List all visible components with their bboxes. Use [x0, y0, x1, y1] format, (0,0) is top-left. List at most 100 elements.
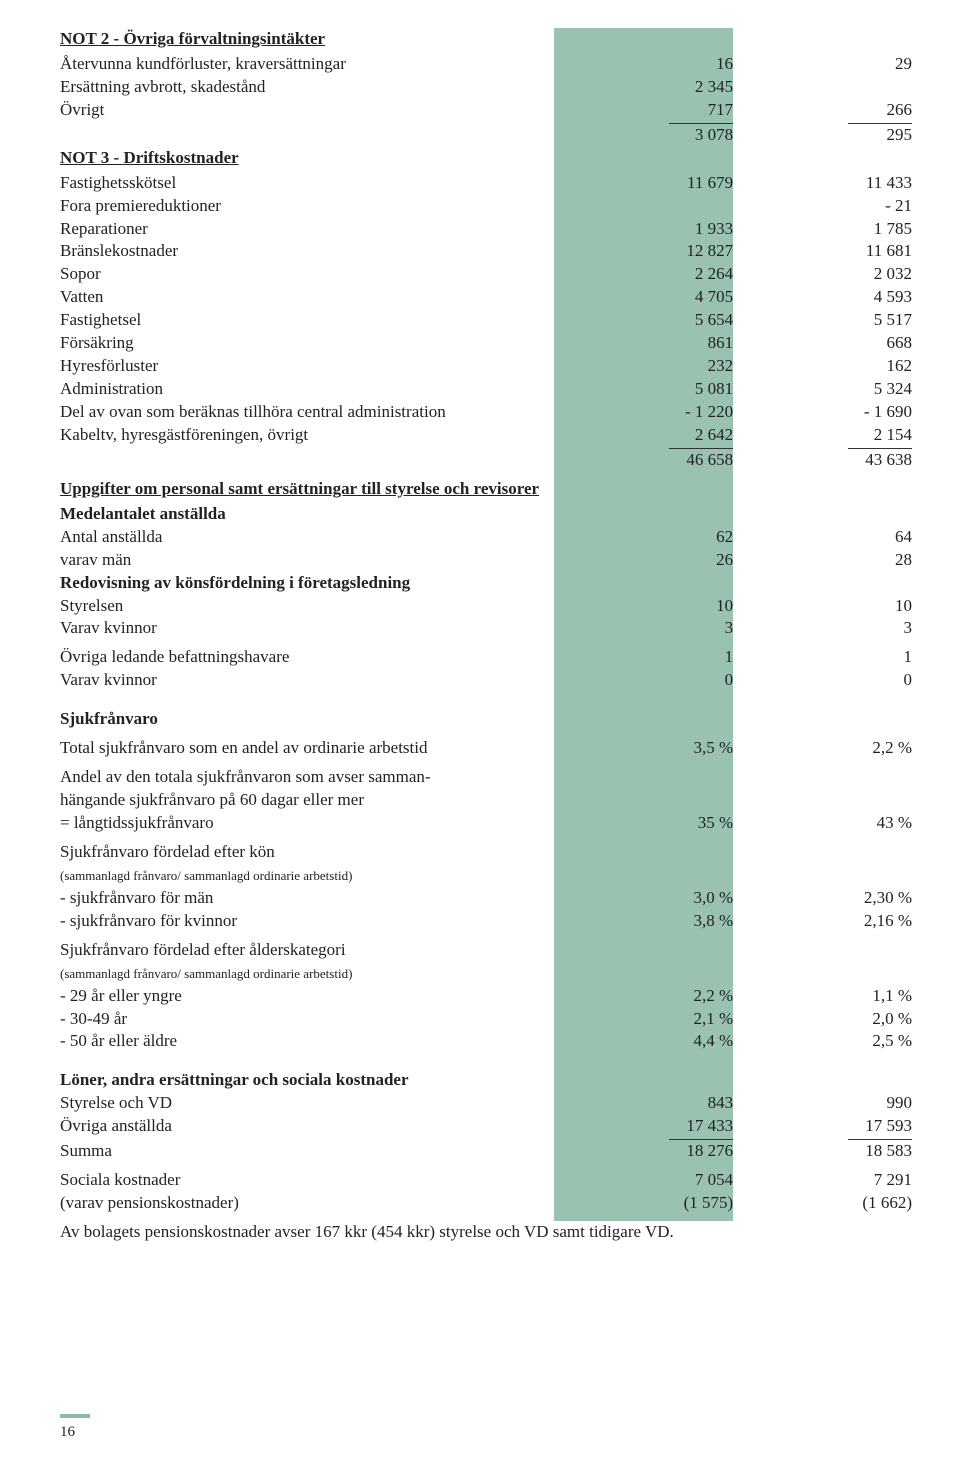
row-value-c2: 3 [904, 618, 913, 637]
page-number: 16 [60, 1424, 75, 1440]
note-row: (sammanlagd frånvaro/ sammanlagd ordinar… [60, 864, 912, 887]
row-label: - sjukfrånvaro för män [60, 888, 213, 907]
table-row: varav män2628 [60, 549, 912, 572]
row-value-c1: 843 [708, 1093, 734, 1112]
row-label: = långtidssjukfrånvaro [60, 813, 214, 832]
row-value-c2: 2,5 % [872, 1031, 912, 1050]
row-label: Sopor [60, 264, 101, 283]
andel-l2: hängande sjukfrånvaro på 60 dagar eller … [60, 790, 364, 809]
row-value-c1: 1 [725, 647, 734, 666]
footnote-row: Av bolagets pensionskostnader avser 167 … [60, 1221, 912, 1244]
andel-line1: Andel av den totala sjukfrånvaron som av… [60, 766, 912, 789]
row-label: varav män [60, 550, 131, 569]
row-value-c2: 1 [904, 647, 913, 666]
row-value-c2: 10 [895, 596, 912, 615]
not2-header: NOT 2 - Övriga förvaltningsintäkter [60, 28, 912, 53]
row-label: Styrelse och VD [60, 1093, 172, 1112]
row-label: Administration [60, 379, 163, 398]
sjuk-alder-heading-row: Sjukfrånvaro fördelad efter ålderskatego… [60, 939, 912, 962]
sjuk-alder-heading: Sjukfrånvaro fördelad efter ålderskatego… [60, 940, 346, 959]
row-value-c2: 11 433 [866, 173, 912, 192]
row-value-c2: 1 785 [874, 219, 912, 238]
table-row: - 30-49 år 2,1 % 2,0 % [60, 1008, 912, 1031]
table-row: Styrelsen1010 [60, 595, 912, 618]
row-value-c1: 62 [716, 527, 733, 546]
table-row: Total sjukfrånvaro som en andel av ordin… [60, 737, 912, 760]
table-row: Sociala kostnader7 0547 291 [60, 1169, 912, 1192]
financial-table: NOT 2 - Övriga förvaltningsintäkter Åter… [60, 28, 912, 1244]
row-value-c1: 3 [725, 618, 734, 637]
andel-l1: Andel av den totala sjukfrånvaron som av… [60, 767, 431, 786]
row-label: Reparationer [60, 219, 148, 238]
row-value-c1: 5 654 [695, 310, 733, 329]
table-row: Bränslekostnader12 82711 681 [60, 240, 912, 263]
page-footer: 16 [60, 1414, 90, 1442]
table-row: Administration5 0815 324 [60, 378, 912, 401]
row-label: Antal anställda [60, 527, 162, 546]
row-value-c2: 2,0 % [872, 1009, 912, 1028]
row-value-c1: 1 933 [695, 219, 733, 238]
table-row: Antal anställda6264 [60, 526, 912, 549]
row-label: Fastighetsskötsel [60, 173, 176, 192]
footnote: Av bolagets pensionskostnader avser 167 … [60, 1222, 674, 1241]
kons-heading: Redovisning av könsfördelning i företags… [60, 572, 554, 595]
row-value-c1: 46 658 [686, 450, 733, 469]
row-label: Fora premiereduktioner [60, 196, 221, 215]
row-value-c2: 2,30 % [864, 888, 912, 907]
row-label: Varav kvinnor [60, 618, 157, 637]
loner-header: Löner, andra ersättningar och sociala ko… [60, 1069, 912, 1092]
table-row: Varav kvinnor 3 3 [60, 617, 912, 640]
row-value-c1: 3,8 % [694, 911, 734, 930]
table-row: (varav pensionskostnader)(1 575)(1 662) [60, 1192, 912, 1215]
row-label: Sociala kostnader [60, 1170, 180, 1189]
row-value-c1: 2 264 [695, 264, 733, 283]
sjuk-header: Sjukfrånvaro [60, 708, 912, 731]
table-row: Varav kvinnor00 [60, 669, 912, 692]
row-value-c1: 0 [725, 670, 734, 689]
row-value-c1: 2 642 [669, 424, 733, 449]
table-row: Fora premiereduktioner- 21 [60, 195, 912, 218]
row-label: Styrelsen [60, 596, 123, 615]
row-label: (varav pensionskostnader) [60, 1193, 239, 1212]
medel-heading-row: Medelantalet anställda [60, 503, 912, 526]
sjuk-kon-heading: Sjukfrånvaro fördelad efter kön [60, 842, 275, 861]
row-label: - sjukfrånvaro för kvinnor [60, 911, 237, 930]
row-value-c1: 3,0 % [694, 888, 734, 907]
row-value-c1: 26 [716, 550, 733, 569]
row-value-c2: 5 517 [874, 310, 912, 329]
row-value-c1: 4,4 % [694, 1031, 734, 1050]
table-row: Styrelse och VD843990 [60, 1092, 912, 1115]
row-value-c2: 0 [904, 670, 913, 689]
sjuk-kon-heading-row: Sjukfrånvaro fördelad efter kön [60, 841, 912, 864]
row-label: Övriga ledande befattningshavare [60, 647, 289, 666]
table-row: - sjukfrånvaro för män 3,0 % 2,30 % [60, 887, 912, 910]
row-value-c1: 3,5 % [694, 738, 734, 757]
row-value-c2: 5 324 [874, 379, 912, 398]
table-row: Försäkring861668 [60, 332, 912, 355]
table-row-total: Summa18 27618 583 [60, 1140, 912, 1163]
sjuk-title: Sjukfrånvaro [60, 708, 554, 731]
loner-title: Löner, andra ersättningar och sociala ko… [60, 1069, 554, 1092]
kons-heading-row: Redovisning av könsfördelning i företags… [60, 572, 912, 595]
table-row: Kabeltv, hyresgästföreningen, övrigt 2 64… [60, 424, 912, 449]
row-label: Kabeltv, hyresgästföreningen, övrigt [60, 425, 308, 444]
row-value-c1: 232 [708, 356, 734, 375]
row-value-c2: (1 662) [862, 1193, 912, 1212]
sjuk-note2: (sammanlagd frånvaro/ sammanlagd ordinar… [60, 966, 352, 981]
sjuk-note: (sammanlagd frånvaro/ sammanlagd ordinar… [60, 868, 352, 883]
row-value-c2: 17 593 [848, 1115, 912, 1140]
row-value-c1: 17 433 [669, 1115, 733, 1140]
row-label: - 30-49 år [60, 1009, 127, 1028]
row-value-c1: 2,1 % [694, 1009, 734, 1028]
row-value-c2: 2,2 % [872, 738, 912, 757]
row-label: Bränslekostnader [60, 241, 178, 260]
table-row: Övrigt 717 266 [60, 99, 912, 124]
row-value-c2: 18 583 [865, 1141, 912, 1160]
medel-heading: Medelantalet anställda [60, 503, 554, 526]
row-value-c2: 162 [887, 356, 913, 375]
row-label: Del av ovan som beräknas tillhöra centra… [60, 402, 446, 421]
table-row: Reparationer 1 933 1 785 [60, 218, 912, 241]
row-value-c2: 29 [895, 54, 912, 73]
andel-line2: hängande sjukfrånvaro på 60 dagar eller … [60, 789, 912, 812]
row-label: Övrigt [60, 100, 104, 119]
